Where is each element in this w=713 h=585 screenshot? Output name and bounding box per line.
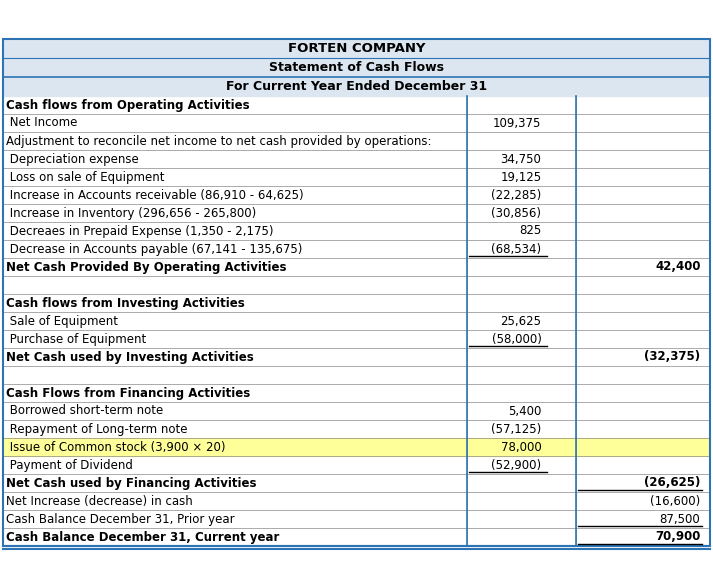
Text: FORTEN COMPANY: FORTEN COMPANY: [288, 42, 425, 55]
Polygon shape: [3, 39, 710, 96]
Text: Net Increase (decrease) in cash: Net Increase (decrease) in cash: [6, 494, 193, 508]
Text: (68,534): (68,534): [491, 243, 541, 256]
Text: Increase in Accounts receivable (86,910 - 64,625): Increase in Accounts receivable (86,910 …: [6, 188, 303, 201]
Text: Payment of Dividend: Payment of Dividend: [6, 459, 133, 472]
Text: Repayment of Long-term note: Repayment of Long-term note: [6, 422, 188, 435]
Text: Statement of Cash Flows: Statement of Cash Flows: [269, 61, 444, 74]
Text: Net Income: Net Income: [6, 116, 77, 129]
Text: Issue of Common stock (3,900 × 20): Issue of Common stock (3,900 × 20): [6, 441, 225, 453]
Text: Cash Balance December 31, Current year: Cash Balance December 31, Current year: [6, 531, 279, 543]
Text: Net Cash Provided By Operating Activities: Net Cash Provided By Operating Activitie…: [6, 260, 286, 274]
Text: Increase in Inventory (296,656 - 265,800): Increase in Inventory (296,656 - 265,800…: [6, 207, 256, 219]
Text: Borrowed short-term note: Borrowed short-term note: [6, 404, 163, 418]
Text: For Current Year Ended December 31: For Current Year Ended December 31: [226, 80, 487, 93]
Text: Depreciation expense: Depreciation expense: [6, 153, 138, 166]
Text: Adjustment to reconcile net income to net cash provided by operations:: Adjustment to reconcile net income to ne…: [6, 135, 431, 147]
Text: (22,285): (22,285): [491, 188, 541, 201]
Text: (58,000): (58,000): [491, 332, 541, 346]
Text: 825: 825: [519, 225, 541, 238]
Text: 109,375: 109,375: [493, 116, 541, 129]
Text: (30,856): (30,856): [491, 207, 541, 219]
Text: Cash flows from Investing Activities: Cash flows from Investing Activities: [6, 297, 245, 309]
Text: (52,900): (52,900): [491, 459, 541, 472]
Text: (32,375): (32,375): [645, 350, 700, 363]
Text: 25,625: 25,625: [501, 315, 541, 328]
Text: 78,000: 78,000: [501, 441, 541, 453]
Text: Net Cash used by Investing Activities: Net Cash used by Investing Activities: [6, 350, 253, 363]
Text: 42,400: 42,400: [655, 260, 700, 274]
Polygon shape: [3, 438, 710, 456]
Text: Net Cash used by Financing Activities: Net Cash used by Financing Activities: [6, 477, 256, 490]
Text: 19,125: 19,125: [501, 170, 541, 184]
Bar: [3, 39, 710, 546]
Text: Purchase of Equipment: Purchase of Equipment: [6, 332, 146, 346]
Text: (16,600): (16,600): [650, 494, 700, 508]
Text: 87,500: 87,500: [660, 512, 700, 525]
Text: Decreaes in Prepaid Expense (1,350 - 2,175): Decreaes in Prepaid Expense (1,350 - 2,1…: [6, 225, 273, 238]
Text: Cash Balance December 31, Prior year: Cash Balance December 31, Prior year: [6, 512, 235, 525]
Text: (26,625): (26,625): [644, 477, 700, 490]
Text: Cash flows from Operating Activities: Cash flows from Operating Activities: [6, 98, 250, 112]
Text: (57,125): (57,125): [491, 422, 541, 435]
Text: 70,900: 70,900: [655, 531, 700, 543]
Text: 5,400: 5,400: [508, 404, 541, 418]
Text: Decrease in Accounts payable (67,141 - 135,675): Decrease in Accounts payable (67,141 - 1…: [6, 243, 302, 256]
Text: 34,750: 34,750: [501, 153, 541, 166]
Text: Sale of Equipment: Sale of Equipment: [6, 315, 118, 328]
Text: Cash Flows from Financing Activities: Cash Flows from Financing Activities: [6, 387, 250, 400]
Text: Loss on sale of Equipment: Loss on sale of Equipment: [6, 170, 164, 184]
